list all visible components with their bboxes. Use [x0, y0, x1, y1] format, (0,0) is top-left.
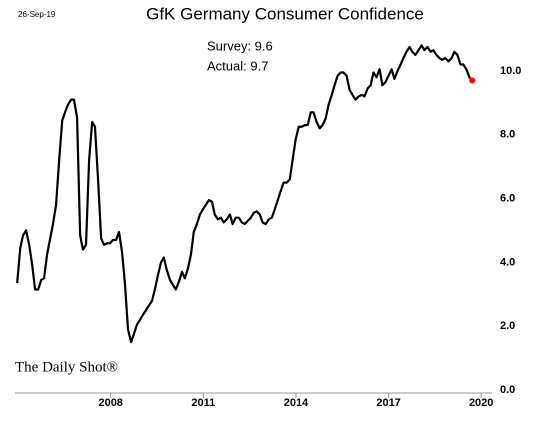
annotation: Survey: 9.6: [207, 38, 273, 53]
x-tick-label: 2008: [98, 397, 122, 409]
y-tick-label: 6.0: [500, 192, 515, 204]
annotation: Actual: 9.7: [207, 58, 268, 73]
x-tick-label: 2020: [469, 397, 493, 409]
y-tick-label: 2.0: [500, 320, 515, 332]
y-tick-label: 4.0: [500, 256, 515, 268]
chart-title: GfK Germany Consumer Confidence: [146, 4, 424, 23]
x-tick-label: 2014: [284, 397, 309, 409]
y-tick-label: 8.0: [500, 129, 515, 141]
y-tick-label: 10.0: [500, 65, 521, 77]
data-line: [16, 44, 474, 344]
x-tick-label: 2017: [376, 397, 400, 409]
y-tick-label: 0.0: [500, 384, 515, 396]
date-label: 26-Sep-19: [18, 10, 56, 19]
last-point: [469, 77, 476, 84]
x-tick-label: 2011: [191, 397, 215, 409]
source-watermark: The Daily Shot®: [15, 359, 118, 375]
